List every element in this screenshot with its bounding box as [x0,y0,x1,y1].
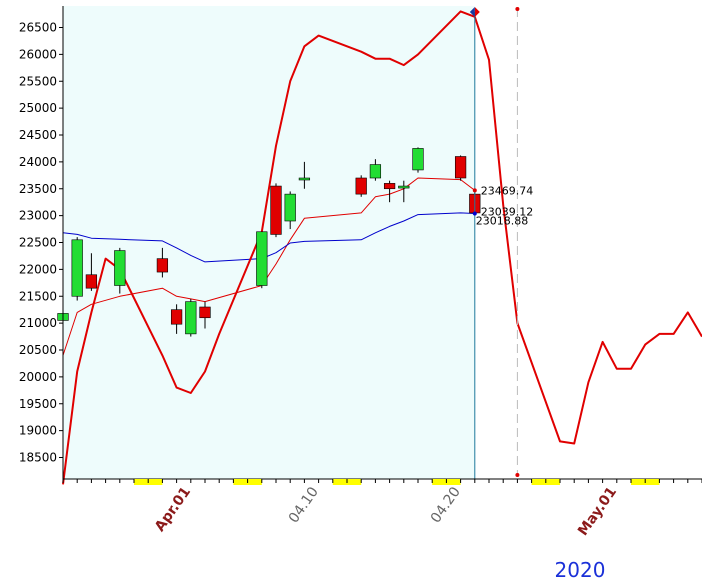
y-tick-label: 20500 [19,343,57,357]
y-tick-label: 20000 [19,370,57,384]
x-tick-label: 04.20 [428,484,464,526]
candle-body [185,301,197,335]
candle-body [199,306,211,319]
background-layer [63,6,475,479]
candle-body [298,177,311,181]
candle-body [355,177,367,195]
candle-body [454,156,467,179]
x-tick-label: Apr.01 [152,484,194,535]
x-tick-label: May.01 [575,484,620,539]
y-tick-label: 24000 [19,155,57,169]
lower-average-line [62,212,475,263]
candle-body [156,258,169,273]
upper-average-last-marker [472,188,477,193]
price-label: 23039.12 [481,206,534,219]
candle-body [398,185,410,189]
y-tick-label: 23500 [19,182,57,196]
y-tick-label: 23000 [19,209,57,223]
candle-body [170,309,183,325]
candle-body [114,250,126,286]
y-tick-label: 19000 [19,424,57,438]
year-label: 2020 [555,558,606,582]
x-tick-label: 04.10 [286,484,322,526]
cursor-marker-right [474,7,480,17]
y-tick-label: 25500 [19,74,57,88]
projection-marker-bottom [515,473,520,477]
candle-body [71,239,83,297]
y-tick-label: 26500 [19,21,57,35]
projection-marker-top [515,7,520,11]
candle-body [270,185,282,235]
oscillator-line [62,10,702,485]
price-label: 23469.74 [481,184,534,197]
y-tick-label: 22000 [19,262,57,276]
candle-body [85,274,98,289]
candle-body [256,231,268,286]
y-tick-label: 24500 [19,128,57,142]
history-shaded-area [63,6,475,479]
y-tick-label: 21500 [19,289,57,303]
candle-body [284,193,296,222]
y-tick-label: 18500 [19,451,57,465]
y-tick-label: 21000 [19,316,57,330]
candle-body [369,164,382,179]
candle-body [383,183,396,190]
y-tick-label: 19500 [19,397,57,411]
candle-body [412,148,424,171]
y-tick-label: 22500 [19,236,57,250]
y-tick-label: 25000 [19,101,57,115]
price-label: 23018.88 [476,215,529,228]
cursor-marker-left [469,7,475,17]
y-tick-label: 26000 [19,47,57,61]
lower-average-last-marker [472,211,477,216]
